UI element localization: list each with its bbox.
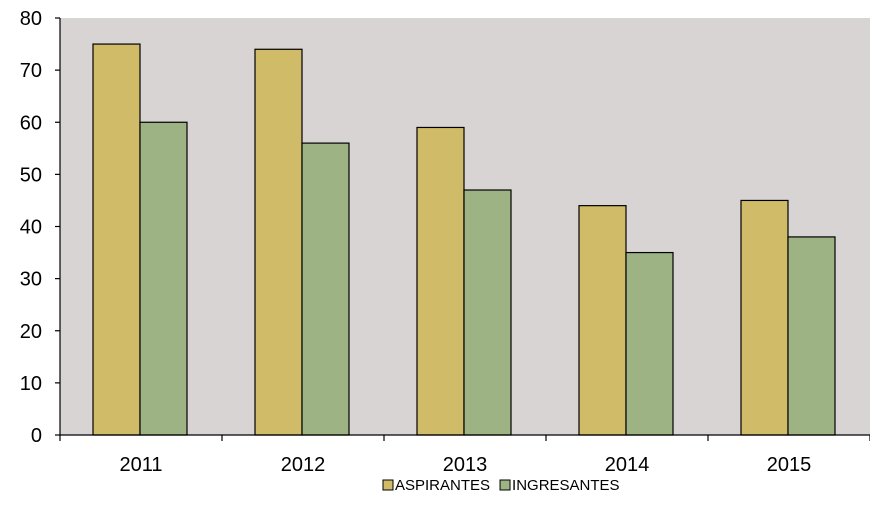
legend-swatch-aspirantes xyxy=(382,479,394,491)
bar-ingresantes-2011 xyxy=(139,121,188,436)
y-tick-label: 30 xyxy=(20,269,42,291)
bar-ingresantes-2015 xyxy=(787,236,836,436)
y-tick-label: 10 xyxy=(20,373,42,395)
y-tick-label: 60 xyxy=(20,112,42,134)
legend-label-aspirantes: ASPIRANTES xyxy=(395,477,490,494)
legend: ASPIRANTES INGRESANTES xyxy=(382,477,620,494)
legend-label-ingresantes: INGRESANTES xyxy=(512,477,620,494)
y-tick-label: 50 xyxy=(20,164,42,186)
x-ticks: 2011 2012 2013 2014 2015 xyxy=(59,435,870,476)
bar-aspirantes-2015 xyxy=(740,199,789,436)
y-tick-label: 40 xyxy=(20,217,42,239)
x-tick-label: 2012 xyxy=(281,454,326,476)
y-tick-label: 80 xyxy=(20,8,42,30)
bar-aspirantes-2012 xyxy=(254,48,303,436)
x-tick-label: 2014 xyxy=(605,454,650,476)
y-tick-label: 0 xyxy=(31,425,42,447)
x-tick-label: 2013 xyxy=(443,454,488,476)
bar-aspirantes-2011 xyxy=(92,43,141,436)
legend-swatch-ingresantes xyxy=(499,479,511,491)
y-ticks: 0 10 20 30 40 50 60 70 80 xyxy=(20,8,60,447)
bar-aspirantes-2013 xyxy=(416,126,465,436)
y-tick-label: 20 xyxy=(20,321,42,343)
bars-layer xyxy=(92,43,836,436)
x-tick-label: 2015 xyxy=(767,454,812,476)
bar-ingresantes-2013 xyxy=(463,189,512,436)
bar-aspirantes-2014 xyxy=(578,205,627,436)
x-tick-label: 2011 xyxy=(119,454,162,476)
y-tick-label: 70 xyxy=(20,60,42,82)
bar-ingresantes-2014 xyxy=(625,251,674,436)
bar-ingresantes-2012 xyxy=(301,142,350,436)
